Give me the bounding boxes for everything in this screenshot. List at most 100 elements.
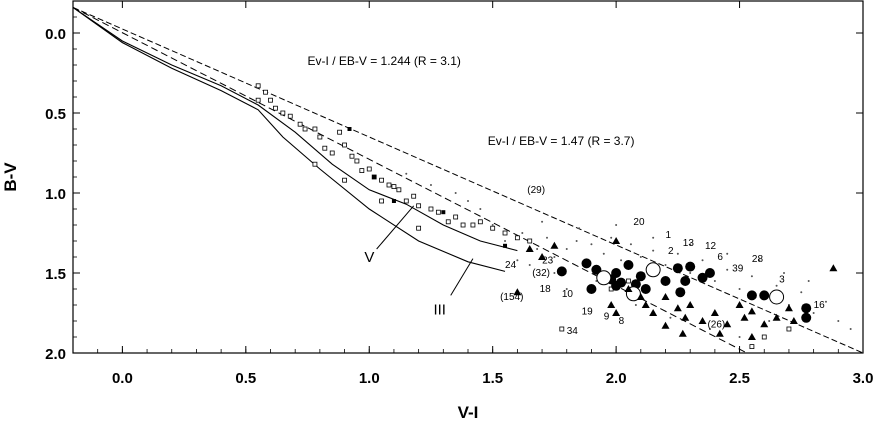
filled-triangle-point xyxy=(624,285,633,292)
small-dot-point xyxy=(849,328,852,330)
star-id-label: (154) xyxy=(500,292,523,303)
open-square-point xyxy=(396,187,402,193)
filled-triangle-point xyxy=(641,301,650,308)
intrinsic-sequences xyxy=(72,6,518,296)
small-dot-point xyxy=(565,288,568,290)
open-square-point xyxy=(470,222,476,228)
filled-triangle-point xyxy=(715,329,724,337)
star-id-label: 3 xyxy=(779,275,785,286)
x-tick-label: 2.0 xyxy=(606,370,627,387)
small-dot-point xyxy=(521,232,524,234)
filled-circle-point xyxy=(704,268,715,278)
small-dot-point xyxy=(726,268,729,271)
small-dot-point xyxy=(758,259,761,262)
y-tick-label: 1.5 xyxy=(45,266,66,283)
open-square-point xyxy=(342,142,347,148)
star-id-label: 6 xyxy=(717,252,723,263)
sequence-label: III xyxy=(433,302,446,319)
reddening-formula-label: Ev-I / EB-V = 1.244 (R = 3.1) xyxy=(308,54,461,68)
filled-triangle-point xyxy=(772,313,781,321)
star-id-label: (26) xyxy=(707,319,725,330)
filled-circle-point xyxy=(759,290,770,301)
open-square-point xyxy=(502,230,508,236)
y-tick-label: 0.5 xyxy=(45,106,66,123)
y-tick-label: 2.0 xyxy=(45,346,66,363)
small-dot-point xyxy=(750,275,753,278)
open-square-point xyxy=(349,153,355,159)
filled-triangle-point xyxy=(698,317,707,324)
y-axis-title: B-V xyxy=(1,162,20,192)
open-square-point xyxy=(342,177,347,183)
open-square-point xyxy=(527,238,533,244)
small-dot-point xyxy=(553,272,556,274)
open-square-point xyxy=(379,177,384,183)
small-dot-point xyxy=(726,252,729,255)
filled-circle-point xyxy=(623,260,634,270)
small-dot-point xyxy=(669,316,672,319)
reddening-formula-label: Ev-I / EB-V = 1.47 (R = 3.7) xyxy=(488,134,635,148)
star-id-label: (32) xyxy=(532,268,550,279)
open-circle-point xyxy=(645,262,661,278)
small-dot-point xyxy=(578,227,581,230)
small-dot-point xyxy=(676,252,679,255)
star-id-label: 24 xyxy=(505,260,517,271)
sequence-pointer xyxy=(450,258,474,296)
small-dot-point xyxy=(553,256,556,258)
open-square-point xyxy=(416,203,422,209)
open-square-point xyxy=(490,225,496,231)
small-dot-point xyxy=(775,284,778,287)
open-square-point xyxy=(391,184,397,190)
star-id-label: 13 xyxy=(683,238,695,249)
filled-circle-point xyxy=(635,271,646,282)
open-square-point xyxy=(749,344,755,350)
star-id-label: 1 xyxy=(666,230,672,241)
filled-square-point xyxy=(441,210,446,215)
filled-circle-point xyxy=(611,280,622,291)
filled-triangle-point xyxy=(760,320,769,328)
star-id-label: 9 xyxy=(604,311,610,322)
star-id-label: 19 xyxy=(582,307,594,318)
sequence-label: V xyxy=(364,249,374,266)
filled-triangle-point xyxy=(525,245,534,252)
open-square-point xyxy=(312,161,318,167)
filled-triangle-point xyxy=(735,301,744,308)
small-dot-point xyxy=(837,320,840,322)
filled-circle-point xyxy=(640,284,651,294)
x-tick-label: 0.0 xyxy=(112,370,133,387)
small-dot-point xyxy=(738,336,741,338)
small-dot-point xyxy=(615,224,618,226)
open-circle-point xyxy=(596,270,612,286)
open-square-point xyxy=(445,219,451,225)
filled-triangle-point xyxy=(538,253,547,260)
x-axis-title: V-I xyxy=(458,403,479,422)
small-dot-point xyxy=(504,240,507,242)
open-square-point xyxy=(255,83,261,89)
open-circle-point xyxy=(769,289,785,305)
small-dot-point xyxy=(634,304,637,306)
star-id-label: 23 xyxy=(542,255,554,266)
small-dot-point xyxy=(664,264,667,266)
filled-triangle-point xyxy=(636,293,645,300)
open-square-point xyxy=(312,126,318,132)
small-dot-point xyxy=(467,200,469,202)
small-dot-point xyxy=(652,236,655,239)
filled-triangle-point xyxy=(740,313,749,321)
small-dot-point xyxy=(812,312,815,314)
x-tick-label: 0.5 xyxy=(235,370,256,387)
filled-triangle-point xyxy=(789,317,798,324)
filled-triangle-point xyxy=(550,241,559,249)
star-id-label: 39 xyxy=(732,263,744,274)
filled-triangle-point xyxy=(661,293,670,300)
filled-triangle-point xyxy=(723,320,732,328)
open-square-point xyxy=(329,150,335,156)
small-dot-point xyxy=(639,256,642,258)
filled-circle-point xyxy=(660,276,671,286)
star-id-label: 8 xyxy=(619,316,625,327)
plot-frame xyxy=(72,0,864,354)
star-id-label: 34 xyxy=(567,326,579,337)
small-dot-point xyxy=(708,328,711,330)
filled-triangle-point xyxy=(829,264,838,272)
small-dot-point xyxy=(824,300,827,303)
filled-circle-point xyxy=(586,284,597,294)
small-dot-point xyxy=(565,248,568,250)
